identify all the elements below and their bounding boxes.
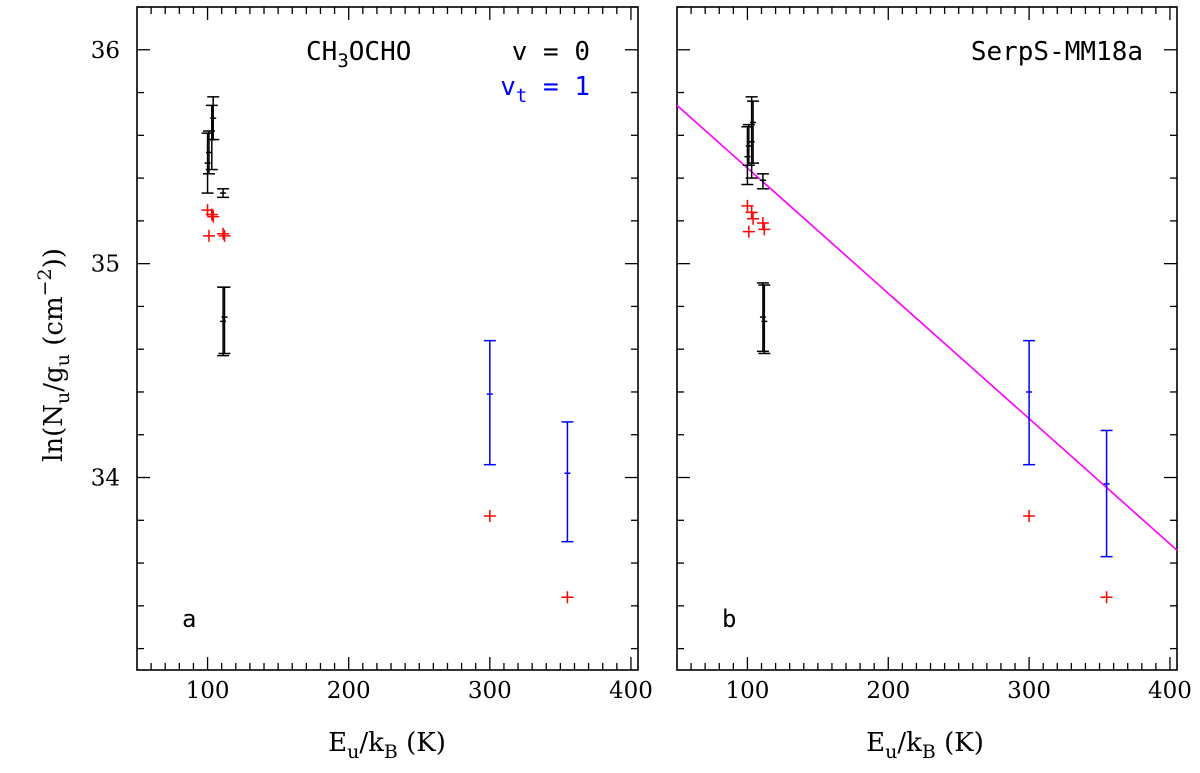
x-axis-title-a: Eu/kB (K) <box>328 728 446 763</box>
model-point <box>742 225 755 238</box>
x-tick-label: 200 <box>327 678 371 704</box>
model-point <box>747 212 760 225</box>
model-point <box>1100 591 1113 604</box>
x-tick-label: 400 <box>609 678 653 704</box>
x-tick-label: 100 <box>725 678 769 704</box>
panel-a: 100 200 300 400 34 35 36 a <box>91 6 653 704</box>
model-point <box>745 206 758 219</box>
model-point <box>217 227 230 240</box>
source-label: SerpS-MM18a <box>971 37 1143 67</box>
panel-tag: a <box>182 605 196 633</box>
molecule-label: CH3OCHO <box>306 37 411 72</box>
panel-b: 100 200 300 400 b <box>676 6 1192 704</box>
plot-frame <box>676 6 1178 671</box>
y-tick-label: 36 <box>91 38 120 64</box>
plot-frame <box>136 6 639 671</box>
model-point <box>1023 510 1036 523</box>
x-tick-label: 400 <box>1148 678 1192 704</box>
state-torsional-label: vt = 1 <box>500 72 590 107</box>
y-axis-title: ln(Nu/gu (cm−2)) <box>34 248 74 462</box>
model-point <box>218 229 231 242</box>
model-point <box>741 199 754 212</box>
model-point <box>207 210 220 223</box>
x-tick-label: 100 <box>186 678 230 704</box>
model-point <box>758 223 771 236</box>
model-point <box>756 217 769 230</box>
y-tick-label: 35 <box>91 252 120 278</box>
x-axis-title-b: Eu/kB (K) <box>866 728 984 763</box>
x-tick-label: 300 <box>468 678 512 704</box>
x-tick-label: 300 <box>1007 678 1051 704</box>
model-point <box>202 229 215 242</box>
model-point <box>483 510 496 523</box>
panel-tag: b <box>722 605 736 633</box>
model-point <box>205 208 218 221</box>
state-ground-label: v = 0 <box>512 37 590 67</box>
y-tick-label: 34 <box>91 466 120 492</box>
model-point <box>561 591 574 604</box>
x-tick-label: 200 <box>866 678 910 704</box>
